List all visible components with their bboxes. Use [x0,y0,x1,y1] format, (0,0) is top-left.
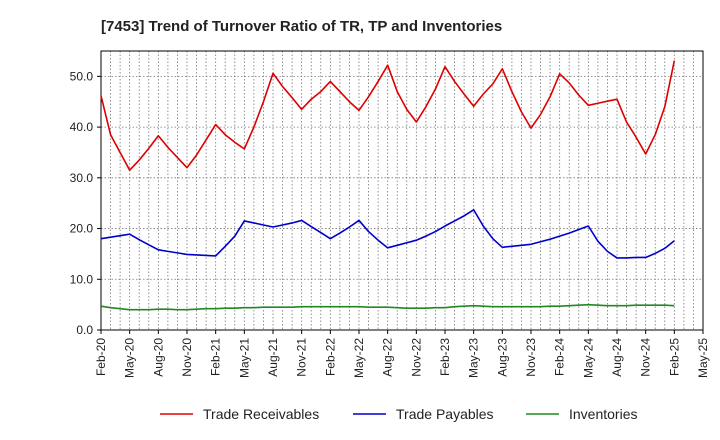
series-line-trade-receivables [100,60,676,172]
grid-lines [100,51,704,331]
y-tick-label: 30.0 [70,171,94,185]
series-lines [100,60,676,311]
y-tick-label: 50.0 [70,69,94,83]
x-tick-label: Feb-23 [438,338,452,376]
x-tick-label: May-21 [237,338,251,378]
legend: Trade Receivables Trade Payables Inventori… [160,406,637,422]
x-axis: Feb-20 May-20 Aug-20 Nov-20 Feb-21 May-21 Aug-… [94,330,710,378]
x-tick-label: Feb-22 [323,338,337,376]
x-tick-label: Feb-20 [94,338,108,376]
x-tick-label: Feb-25 [667,338,681,376]
y-tick-label: 0.0 [76,323,93,337]
y-tick-label: 40.0 [70,120,94,134]
x-tick-label: Nov-24 [639,338,653,377]
x-tick-label: Feb-21 [209,338,223,376]
x-tick-label: Nov-21 [295,338,309,377]
y-tick-label: 10.0 [70,272,94,286]
x-tick-label: Aug-23 [495,338,509,377]
legend-label-inventories: Inventories [569,406,637,422]
x-tick-label: May-25 [696,338,710,378]
x-tick-label: May-22 [352,338,366,378]
x-tick-label: Nov-20 [180,338,194,377]
legend-label-trade-payables: Trade Payables [396,406,494,422]
x-tick-label: Nov-23 [524,338,538,377]
x-tick-label: May-23 [467,338,481,378]
chart-title: [7453] Trend of Turnover Ratio of TR, TP… [101,18,502,35]
legend-label-trade-receivables: Trade Receivables [203,406,319,422]
series-line-trade-payables [100,208,675,259]
x-tick-label: Aug-24 [610,338,624,377]
plot-area-frame [100,50,704,331]
x-tick-label: Aug-22 [381,338,395,377]
x-tick-label: Feb-24 [553,338,567,376]
y-axis: 0.0 10.0 20.0 30.0 40.0 50.0 [70,69,101,337]
y-tick-label: 20.0 [70,222,94,236]
x-tick-label: Aug-21 [266,338,280,377]
x-tick-label: May-20 [123,338,137,378]
x-tick-label: Nov-22 [409,338,423,377]
series-line-inventories [100,303,675,311]
x-tick-label: Aug-20 [151,338,165,377]
x-tick-label: May-24 [581,338,595,378]
